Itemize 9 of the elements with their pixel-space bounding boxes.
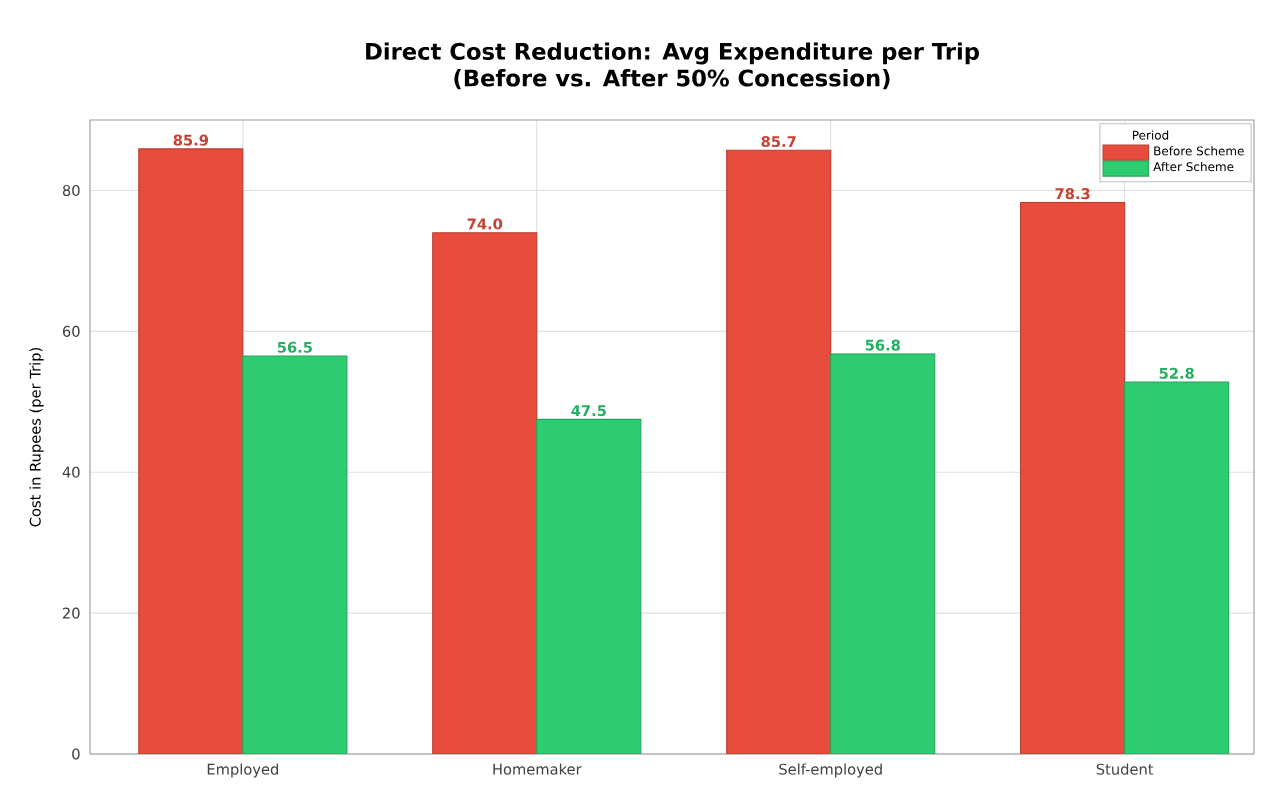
bar: [536, 418, 642, 754]
bar: [1020, 201, 1126, 754]
bar: [432, 232, 538, 754]
bar: [242, 355, 348, 754]
bar: [138, 148, 244, 754]
chart-title: Direct Cost Reduction: Avg Expenditure per Trip (Before vs. After 50% Concession): [366, 42, 979, 90]
bar: [1124, 381, 1230, 754]
bar: [830, 353, 936, 754]
bar: [726, 149, 832, 754]
